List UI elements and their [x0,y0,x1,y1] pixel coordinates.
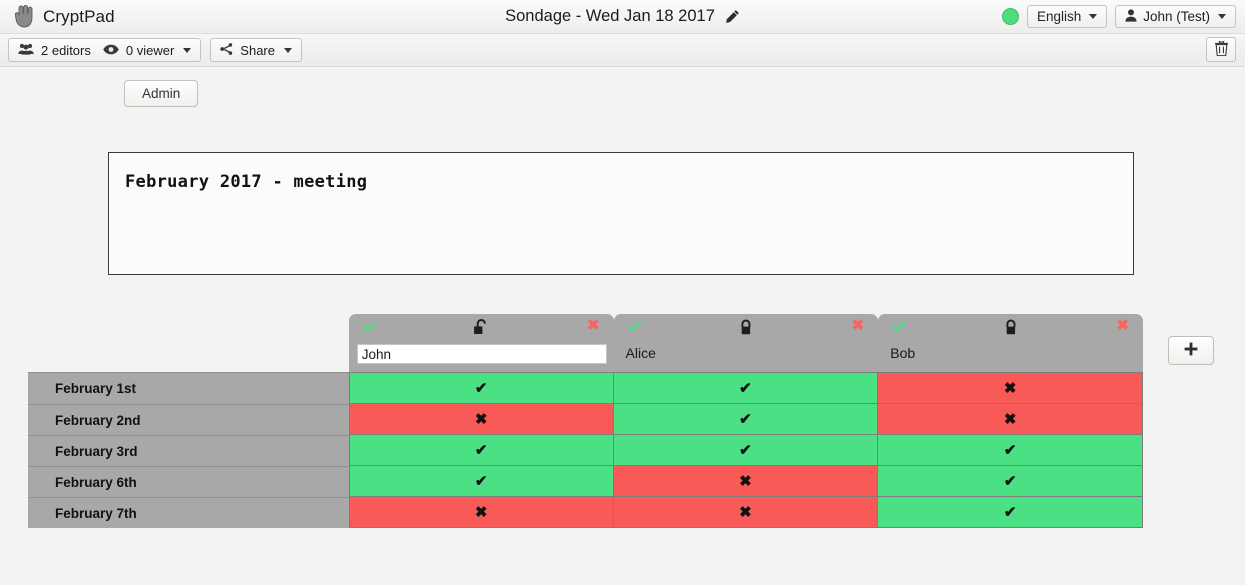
remove-x-icon[interactable]: ✖ [851,317,865,334]
table-row: February 1st ✔ ✔ ✖ [28,372,1245,404]
vote-cell-alice-row0[interactable]: ✔ [613,372,879,404]
vote-cell-alice-row3[interactable]: ✖ [613,466,879,497]
vote-cell-bob-row0[interactable]: ✖ [878,372,1143,404]
topbar-right-controls: English John (Test) [1001,0,1236,33]
plus-icon [1184,342,1198,359]
check-icon[interactable] [362,320,376,335]
trash-icon [1214,39,1228,59]
chevron-down-icon [1089,14,1098,19]
subbar-right-controls [1206,37,1236,62]
add-column-button[interactable] [1167,336,1214,365]
poll-header-row: ✖ [28,314,1245,372]
admin-row: Admin [0,67,1245,107]
poll-column-name-bob: Bob [890,345,916,361]
brand: CryptPad [0,4,115,29]
editors-label: 2 editors [41,42,91,58]
user-label: John (Test) [1143,9,1210,24]
table-row: February 6th ✔ ✖ ✔ [28,466,1245,497]
vote-cell-john-row4[interactable]: ✖ [348,497,614,528]
top-toolbar: CryptPad Sondage - Wed Jan 18 2017 Engli… [0,0,1245,34]
poll-column-name-input-john[interactable] [356,344,607,364]
vote-cell-alice-row2[interactable]: ✔ [613,435,879,466]
delete-pad-button[interactable] [1206,37,1236,62]
admin-button[interactable]: Admin [124,80,199,107]
poll-column-header-john: ✖ [348,314,614,372]
vote-cell-john-row1[interactable]: ✖ [348,404,614,435]
language-label: English [1036,9,1082,24]
language-button[interactable]: English [1026,5,1108,28]
poll-row-label: February 3rd [28,435,349,466]
pencil-icon[interactable] [725,9,740,24]
add-column-cell [1143,314,1245,528]
remove-x-icon[interactable]: ✖ [586,317,600,334]
vote-cell-john-row0[interactable]: ✔ [348,372,614,404]
vote-cell-john-row2[interactable]: ✔ [348,435,614,466]
main-content: Admin February 2017 - meeting [0,67,1245,585]
secondary-toolbar: 2 editors 0 viewer Share [0,34,1245,67]
participants-button[interactable]: 2 editors 0 viewer [8,38,202,62]
share-nodes-icon [220,42,233,58]
eye-icon [103,43,119,58]
remove-x-icon[interactable]: ✖ [1116,317,1129,334]
lock-closed-icon[interactable] [738,319,753,338]
users-icon [18,43,34,58]
green-status-dot-icon [1001,8,1019,25]
unlock-open-icon[interactable] [474,319,489,338]
chevron-down-icon [183,47,192,53]
chevron-down-icon [1218,14,1226,19]
table-row: February 3rd ✔ ✔ ✔ [28,435,1245,466]
check-icon[interactable] [627,320,641,335]
table-row: February 7th ✖ ✖ ✔ [28,497,1245,528]
lock-closed-icon[interactable] [1003,319,1018,338]
header-corner-spacer [28,314,349,372]
user-account-button[interactable]: John (Test) [1115,5,1236,28]
table-row: February 2nd ✖ ✔ ✖ [28,404,1245,435]
vote-cell-alice-row1[interactable]: ✔ [613,404,879,435]
poll-row-label: February 1st [28,372,349,404]
poll-table-wrapper: ✖ [28,314,1245,528]
vote-cell-john-row3[interactable]: ✔ [348,466,614,497]
share-label: Share [240,42,275,58]
vote-cell-bob-row3[interactable]: ✔ [878,466,1143,497]
poll-column-name-alice: Alice [625,345,656,361]
poll-column-header-alice: ✖ Alice [613,314,879,372]
viewers-label: 0 viewer [125,42,175,58]
vote-cell-bob-row2[interactable]: ✔ [878,435,1143,466]
vote-cell-alice-row4[interactable]: ✖ [613,497,879,528]
brand-name: CryptPad [43,6,115,26]
poll-row-label: February 7th [28,497,349,528]
share-button[interactable]: Share [210,38,302,62]
poll-column-header-bob: ✖ Bob [878,314,1143,372]
poll-row-label: February 2nd [28,404,349,435]
page-title: Sondage - Wed Jan 18 2017 [505,7,715,25]
poll-description-textarea[interactable]: February 2017 - meeting [108,152,1134,275]
check-icon[interactable] [892,320,906,335]
document-title-area: Sondage - Wed Jan 18 2017 [0,0,1245,33]
vote-cell-bob-row1[interactable]: ✖ [878,404,1143,435]
poll-row-label: February 6th [28,466,349,497]
vote-cell-bob-row4[interactable]: ✔ [878,497,1143,528]
cryptpad-fist-logo-icon [13,4,35,29]
chevron-down-icon [284,47,292,53]
user-icon [1125,8,1137,25]
poll-table: ✖ [28,314,1245,528]
